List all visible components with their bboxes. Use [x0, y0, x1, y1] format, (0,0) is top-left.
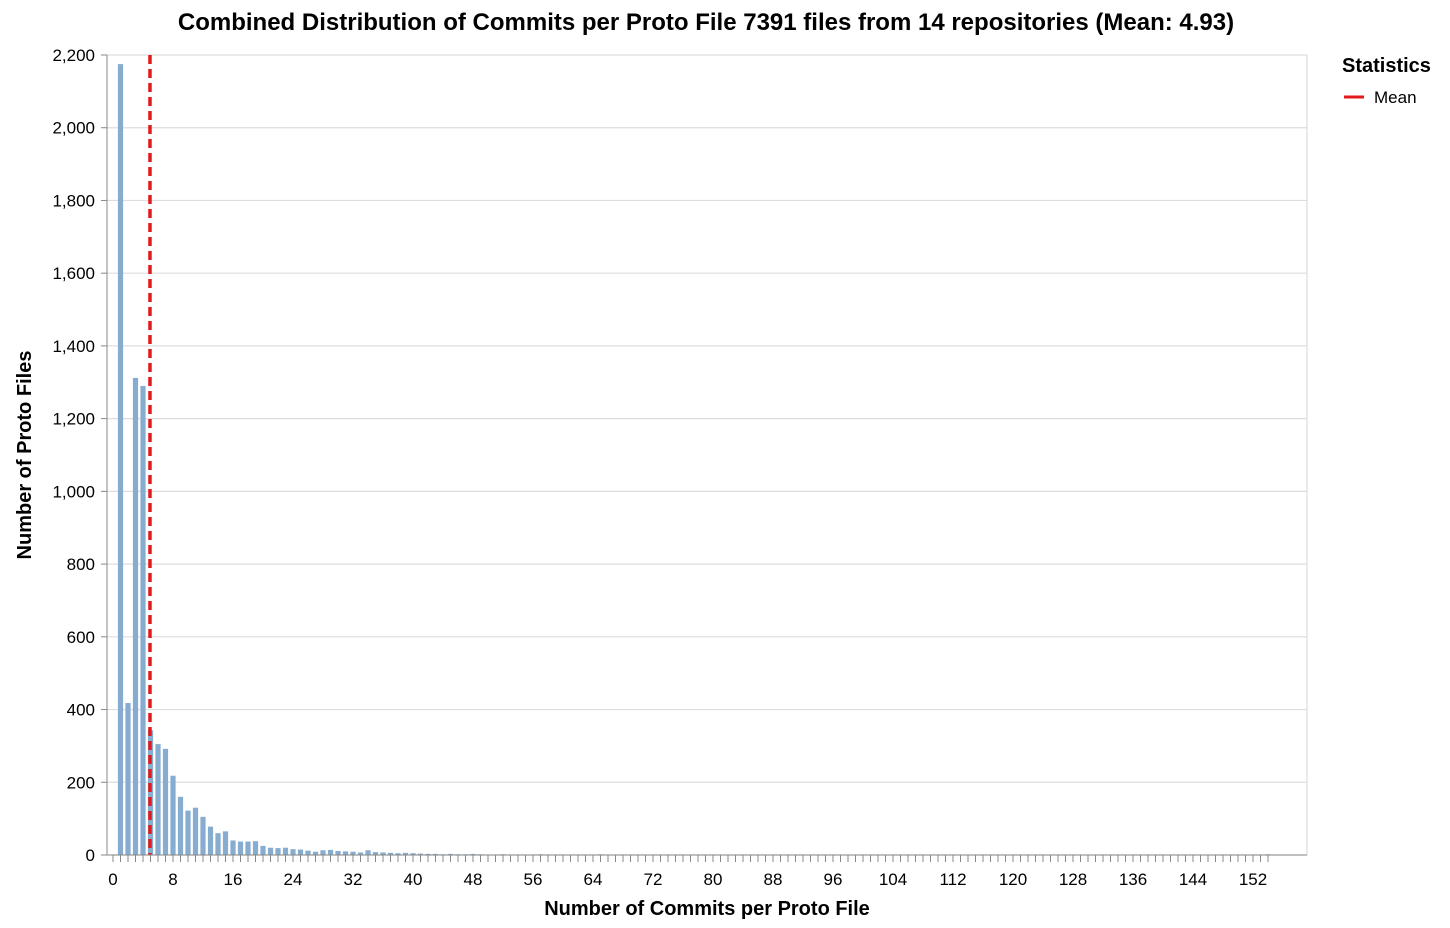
legend-title: Statistics	[1342, 55, 1431, 77]
legend-mean-label: Mean	[1374, 88, 1417, 107]
histogram-bar	[215, 833, 221, 855]
x-axis-title: Number of Commits per Proto File	[544, 898, 870, 920]
x-tick-label: 40	[404, 870, 423, 889]
y-axis-title: Number of Proto Files	[14, 351, 36, 560]
histogram-bar	[117, 64, 124, 855]
histogram-bar	[260, 845, 266, 855]
histogram-bar	[320, 850, 326, 855]
histogram-bar	[192, 807, 199, 855]
histogram-bar	[267, 847, 274, 855]
histogram-bar	[350, 851, 356, 855]
y-tick-label: 1,600	[52, 264, 95, 283]
histogram-bar	[470, 853, 476, 855]
x-tick-label: 104	[879, 870, 907, 889]
x-tick-label: 48	[464, 870, 483, 889]
histogram-bar	[417, 853, 424, 855]
histogram-bar	[365, 850, 371, 855]
y-tick-label: 2,000	[52, 119, 95, 138]
x-tick-label: 128	[1059, 870, 1087, 889]
x-tick-label: 16	[224, 870, 243, 889]
y-tick-label: 400	[67, 701, 95, 720]
y-tick-label: 1,400	[52, 337, 95, 356]
histogram-bar	[402, 852, 409, 855]
histogram-bar	[290, 849, 296, 855]
x-tick-label: 32	[344, 870, 363, 889]
x-tick-label: 96	[824, 870, 843, 889]
histogram-bar	[380, 852, 386, 855]
histogram-bar	[342, 851, 349, 855]
histogram-bar	[410, 853, 416, 855]
histogram-bar	[140, 385, 146, 855]
histogram-bar	[125, 703, 131, 855]
histogram-bar	[170, 775, 176, 855]
y-tick-label: 1,200	[52, 410, 95, 429]
x-tick-label: 8	[168, 870, 177, 889]
x-tick-label: 64	[584, 870, 603, 889]
x-tick-label: 136	[1119, 870, 1147, 889]
x-tick-label: 72	[644, 870, 663, 889]
histogram-bar	[155, 744, 161, 855]
x-tick-label: 80	[704, 870, 723, 889]
histogram-bar	[252, 841, 259, 855]
histogram-bar	[312, 851, 319, 855]
histogram-bar	[335, 851, 341, 855]
x-tick-label: 88	[764, 870, 783, 889]
y-tick-label: 200	[67, 773, 95, 792]
histogram-bar	[425, 853, 431, 855]
histogram-bar	[297, 849, 304, 855]
histogram-bar	[357, 852, 364, 855]
y-tick-label: 600	[67, 628, 95, 647]
x-tick-label: 120	[999, 870, 1027, 889]
histogram-bar	[432, 853, 439, 855]
histogram-bar	[237, 841, 244, 855]
histogram-bar	[282, 847, 289, 855]
histogram-bar	[327, 849, 334, 855]
histogram-bar	[447, 853, 454, 855]
histogram-bar	[305, 850, 311, 855]
x-tick-label: 24	[284, 870, 303, 889]
chart-title: Combined Distribution of Commits per Pro…	[178, 9, 1234, 36]
histogram-bar	[162, 748, 169, 855]
histogram-bar	[387, 852, 394, 855]
x-tick-label: 152	[1239, 870, 1267, 889]
y-tick-label: 0	[86, 846, 95, 865]
x-tick-label: 112	[939, 870, 966, 889]
histogram-bar	[132, 377, 139, 855]
y-tick-label: 1,000	[52, 482, 95, 501]
histogram-bar	[245, 841, 251, 855]
histogram-bar	[230, 840, 236, 855]
grid-lines	[107, 54, 1308, 856]
histogram-bar	[200, 816, 206, 855]
histogram-bar	[177, 796, 184, 855]
y-tick-label: 1,800	[52, 191, 95, 210]
histogram-bar	[395, 853, 401, 855]
x-tick-label: 0	[108, 870, 117, 889]
x-tick-label: 144	[1179, 870, 1207, 889]
legend: Statistics Mean	[1342, 55, 1431, 107]
y-tick-label: 800	[67, 555, 95, 574]
histogram-bar	[372, 852, 379, 855]
bars	[117, 64, 1271, 856]
histogram-bar	[207, 826, 214, 855]
histogram-bar	[222, 831, 229, 855]
histogram-bar	[185, 810, 191, 855]
axes: 02004006008001,0001,2001,4001,6001,8002,…	[52, 46, 1307, 889]
x-tick-label: 56	[524, 870, 543, 889]
histogram-bar	[147, 730, 154, 855]
histogram-bar	[275, 848, 281, 855]
y-tick-label: 2,200	[52, 46, 95, 65]
